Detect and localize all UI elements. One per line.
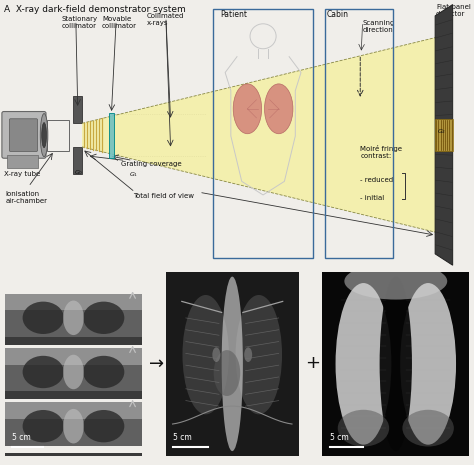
Text: $G_0$: $G_0$: [74, 168, 84, 178]
Text: X-ray tube: X-ray tube: [4, 172, 40, 177]
Text: Movable
collimator: Movable collimator: [102, 16, 137, 29]
Ellipse shape: [380, 277, 412, 451]
Text: Ionisation
air-chamber: Ionisation air-chamber: [6, 191, 48, 204]
Ellipse shape: [42, 123, 46, 147]
Text: Grating coverage: Grating coverage: [121, 161, 182, 167]
Ellipse shape: [212, 347, 220, 362]
Ellipse shape: [336, 283, 392, 445]
Text: 5 cm: 5 cm: [173, 433, 191, 442]
Bar: [5, 337, 142, 345]
Ellipse shape: [23, 410, 64, 442]
Text: $\rightarrow$: $\rightarrow$: [146, 354, 165, 372]
Bar: [73, 147, 82, 174]
Text: Collimated
x-rays: Collimated x-rays: [147, 13, 184, 26]
Polygon shape: [82, 36, 441, 233]
Bar: [5, 453, 142, 456]
Text: $G_2$: $G_2$: [437, 127, 446, 136]
Text: Patient: Patient: [220, 10, 247, 19]
Ellipse shape: [344, 263, 447, 299]
Text: A  X-ray dark-field demonstrator system: A X-ray dark-field demonstrator system: [4, 6, 185, 14]
Bar: [325, 9, 393, 259]
Ellipse shape: [63, 409, 84, 444]
Ellipse shape: [182, 295, 229, 414]
Bar: [213, 9, 313, 259]
Bar: [109, 113, 114, 158]
Ellipse shape: [23, 302, 64, 334]
Text: Scanning
direction: Scanning direction: [363, 20, 395, 33]
Bar: [5, 294, 142, 311]
Ellipse shape: [83, 356, 124, 388]
Ellipse shape: [400, 283, 456, 445]
FancyBboxPatch shape: [2, 112, 46, 158]
Text: - reduced: - reduced: [360, 177, 393, 183]
Text: - initial: - initial: [360, 195, 384, 201]
Ellipse shape: [40, 113, 48, 157]
Text: $G_1$: $G_1$: [129, 170, 138, 179]
FancyBboxPatch shape: [9, 119, 37, 152]
Ellipse shape: [233, 84, 262, 134]
Bar: [47, 120, 69, 151]
Bar: [5, 348, 142, 365]
Bar: [5, 294, 142, 337]
Text: Flat-panel
detector: Flat-panel detector: [436, 4, 471, 17]
Bar: [5, 402, 142, 445]
Bar: [5, 348, 142, 392]
Bar: [73, 96, 82, 123]
Ellipse shape: [236, 295, 282, 414]
Text: 5 cm: 5 cm: [11, 433, 30, 442]
Ellipse shape: [222, 277, 243, 451]
Text: Moiré fringe
contrast:: Moiré fringe contrast:: [360, 145, 402, 159]
Text: Total field of view: Total field of view: [133, 193, 194, 199]
Bar: [5, 402, 142, 419]
Bar: [5, 392, 142, 399]
Polygon shape: [435, 5, 453, 265]
Ellipse shape: [63, 355, 84, 389]
Text: Stationary
collimator: Stationary collimator: [62, 16, 98, 29]
Text: +: +: [305, 354, 320, 372]
Ellipse shape: [63, 300, 84, 335]
Ellipse shape: [83, 302, 124, 334]
Ellipse shape: [402, 410, 454, 446]
Ellipse shape: [23, 356, 64, 388]
Bar: [435, 119, 453, 151]
Ellipse shape: [83, 410, 124, 442]
Bar: [7, 155, 38, 168]
Ellipse shape: [214, 350, 240, 396]
Text: Cabin: Cabin: [327, 10, 349, 19]
Ellipse shape: [264, 84, 293, 134]
Ellipse shape: [338, 410, 389, 446]
Ellipse shape: [244, 347, 252, 362]
Text: 5 cm: 5 cm: [330, 433, 348, 442]
